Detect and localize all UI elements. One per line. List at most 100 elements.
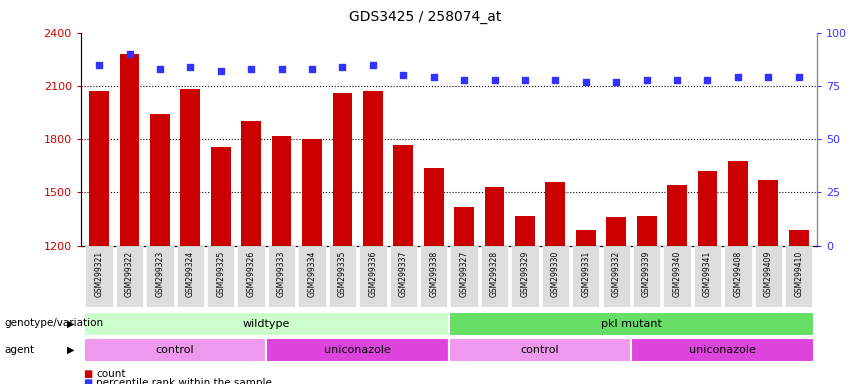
Text: GSM299334: GSM299334 xyxy=(307,251,317,297)
Text: percentile rank within the sample: percentile rank within the sample xyxy=(96,378,272,384)
Text: GSM299327: GSM299327 xyxy=(460,251,469,297)
Text: GSM299324: GSM299324 xyxy=(186,251,195,297)
Bar xyxy=(606,217,626,246)
Bar xyxy=(698,171,717,246)
Bar xyxy=(89,91,109,246)
Bar xyxy=(180,89,200,246)
Bar xyxy=(789,230,808,246)
Bar xyxy=(484,187,505,246)
Point xyxy=(518,76,532,83)
Text: GSM299321: GSM299321 xyxy=(94,251,104,297)
FancyBboxPatch shape xyxy=(359,246,386,307)
Point xyxy=(549,76,563,83)
FancyBboxPatch shape xyxy=(448,311,814,336)
FancyBboxPatch shape xyxy=(84,338,266,362)
Text: ■: ■ xyxy=(83,378,93,384)
Bar xyxy=(454,207,474,246)
Bar xyxy=(637,215,656,246)
FancyBboxPatch shape xyxy=(207,246,235,307)
Text: GSM299341: GSM299341 xyxy=(703,251,712,297)
Text: GSM299323: GSM299323 xyxy=(156,251,164,297)
Point xyxy=(792,74,806,81)
Text: GSM299332: GSM299332 xyxy=(612,251,620,297)
Text: genotype/variation: genotype/variation xyxy=(4,318,103,328)
Bar xyxy=(211,147,231,246)
Point xyxy=(275,66,288,72)
FancyBboxPatch shape xyxy=(724,246,751,307)
FancyBboxPatch shape xyxy=(146,246,174,307)
Text: GDS3425 / 258074_at: GDS3425 / 258074_at xyxy=(349,10,502,23)
Text: ▶: ▶ xyxy=(67,318,75,328)
Text: GSM299325: GSM299325 xyxy=(216,251,226,297)
Text: GSM299338: GSM299338 xyxy=(429,251,438,297)
Text: agent: agent xyxy=(4,345,34,355)
Point xyxy=(123,51,136,57)
Bar xyxy=(120,54,140,246)
Text: GSM299336: GSM299336 xyxy=(368,251,377,297)
Bar xyxy=(424,167,443,246)
FancyBboxPatch shape xyxy=(631,338,814,362)
Text: GSM299337: GSM299337 xyxy=(399,251,408,297)
Bar xyxy=(242,121,261,246)
FancyBboxPatch shape xyxy=(85,246,113,307)
FancyBboxPatch shape xyxy=(633,246,660,307)
Bar xyxy=(667,185,687,246)
Text: GSM299322: GSM299322 xyxy=(125,251,134,297)
Bar xyxy=(515,215,534,246)
Point xyxy=(731,74,745,81)
Point xyxy=(214,68,227,74)
Text: ▶: ▶ xyxy=(67,345,75,355)
Point xyxy=(671,76,684,83)
Point xyxy=(762,74,775,81)
FancyBboxPatch shape xyxy=(542,246,569,307)
Point xyxy=(640,76,654,83)
FancyBboxPatch shape xyxy=(694,246,721,307)
Bar xyxy=(393,144,414,246)
Point xyxy=(488,76,501,83)
FancyBboxPatch shape xyxy=(116,246,143,307)
Text: GSM299326: GSM299326 xyxy=(247,251,255,297)
Point xyxy=(700,76,714,83)
Point xyxy=(427,74,441,81)
FancyBboxPatch shape xyxy=(511,246,539,307)
Text: GSM299340: GSM299340 xyxy=(672,251,682,297)
Text: GSM299329: GSM299329 xyxy=(521,251,529,297)
Text: GSM299333: GSM299333 xyxy=(277,251,286,297)
Point xyxy=(609,79,623,85)
Bar xyxy=(271,136,292,246)
Text: GSM299408: GSM299408 xyxy=(734,251,742,297)
FancyBboxPatch shape xyxy=(328,246,356,307)
Point xyxy=(153,66,167,72)
Text: GSM299328: GSM299328 xyxy=(490,251,499,297)
Point xyxy=(579,79,592,85)
FancyBboxPatch shape xyxy=(237,246,265,307)
Bar xyxy=(728,161,748,246)
FancyBboxPatch shape xyxy=(481,246,508,307)
FancyBboxPatch shape xyxy=(448,338,631,362)
FancyBboxPatch shape xyxy=(420,246,448,307)
Text: GSM299331: GSM299331 xyxy=(581,251,591,297)
Text: GSM299410: GSM299410 xyxy=(794,251,803,297)
Text: GSM299409: GSM299409 xyxy=(764,251,773,297)
Point xyxy=(184,64,197,70)
Bar xyxy=(363,91,383,246)
FancyBboxPatch shape xyxy=(177,246,204,307)
Text: count: count xyxy=(96,369,126,379)
Point xyxy=(366,61,380,68)
FancyBboxPatch shape xyxy=(450,246,477,307)
Point xyxy=(244,66,258,72)
Bar xyxy=(758,180,778,246)
Point xyxy=(92,61,106,68)
Text: GSM299330: GSM299330 xyxy=(551,251,560,297)
FancyBboxPatch shape xyxy=(299,246,326,307)
Text: pkl mutant: pkl mutant xyxy=(601,318,662,329)
Bar xyxy=(150,114,170,246)
Bar xyxy=(333,93,352,246)
FancyBboxPatch shape xyxy=(84,311,448,336)
FancyBboxPatch shape xyxy=(266,338,448,362)
Bar xyxy=(545,182,565,246)
FancyBboxPatch shape xyxy=(603,246,630,307)
Text: ■: ■ xyxy=(83,369,93,379)
Point xyxy=(306,66,319,72)
Text: control: control xyxy=(156,345,194,356)
